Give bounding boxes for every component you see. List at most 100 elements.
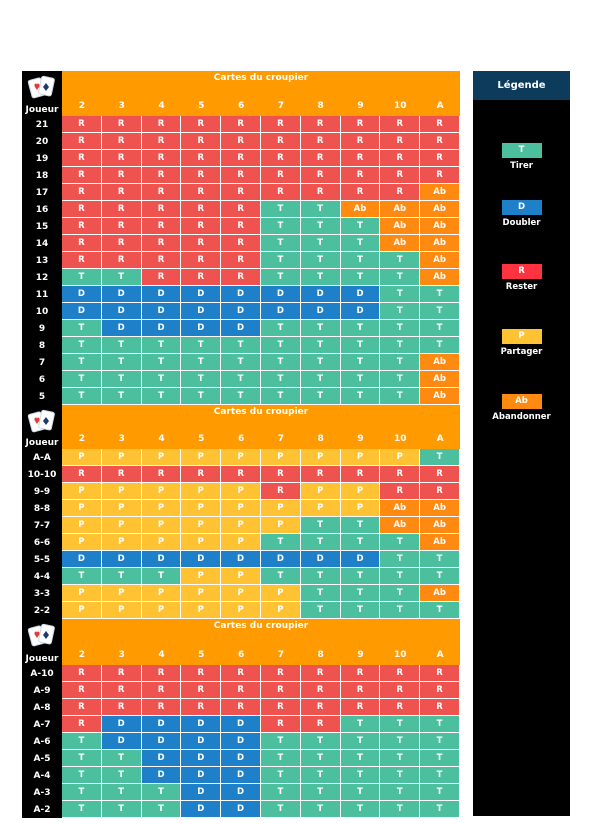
action-cell: T bbox=[260, 801, 301, 818]
action-cell: T bbox=[340, 354, 381, 371]
action-cell: P bbox=[141, 602, 182, 619]
action-cell: T bbox=[300, 534, 341, 551]
player-hand-label: A-8 bbox=[22, 699, 62, 716]
action-cell: Ab bbox=[420, 201, 460, 218]
action-cell: R bbox=[300, 167, 341, 184]
action-cell: R bbox=[260, 665, 301, 682]
action-cell: D bbox=[181, 716, 222, 733]
action-cell: T bbox=[340, 716, 381, 733]
player-label: Joueur bbox=[25, 654, 59, 664]
dealer-card-label: A bbox=[436, 434, 444, 444]
dealer-card-label: 9 bbox=[357, 650, 364, 660]
table-row: A-7 R D D D D R R T T T bbox=[22, 716, 460, 733]
action-cell: T bbox=[420, 568, 460, 585]
table-row: 10-10 R R R R R R R R R R bbox=[22, 466, 460, 483]
action-cell: T bbox=[300, 252, 341, 269]
action-cell: R bbox=[181, 665, 222, 682]
action-cell: Ab bbox=[340, 201, 381, 218]
action-cell: D bbox=[221, 303, 261, 320]
dealer-card-label: 5 bbox=[198, 101, 205, 111]
action-cell: T bbox=[300, 568, 341, 585]
section-soft: Joueur Cartes du croupier 2 3 4 5 6 7 8 9 10 A A-10 R… bbox=[22, 619, 460, 818]
player-hand-label: A-7 bbox=[22, 716, 62, 733]
action-cell: R bbox=[181, 133, 222, 150]
action-cell: T bbox=[340, 517, 381, 534]
player-hand-label: 13 bbox=[22, 252, 62, 269]
action-cell: T bbox=[300, 733, 341, 750]
action-cell: T bbox=[101, 784, 142, 801]
dealer-card-label: 10 bbox=[394, 434, 407, 444]
player-hand-label: 9 bbox=[22, 320, 62, 337]
action-cell: R bbox=[260, 116, 301, 133]
action-cell: R bbox=[181, 682, 222, 699]
action-cell: R bbox=[300, 716, 341, 733]
action-cell: D bbox=[101, 303, 142, 320]
dealer-card-label: 7 bbox=[277, 101, 285, 111]
action-cell: P bbox=[181, 585, 222, 602]
action-cell: R bbox=[141, 167, 182, 184]
action-cell: T bbox=[380, 585, 421, 602]
action-cell: D bbox=[141, 303, 182, 320]
action-cell: R bbox=[340, 167, 381, 184]
action-cell: P bbox=[62, 517, 102, 534]
legend-label-doubler: Doubler bbox=[502, 218, 541, 228]
dealer-card-label: A bbox=[436, 650, 444, 660]
action-cell: D bbox=[62, 286, 102, 303]
action-cell: P bbox=[101, 500, 142, 517]
action-cell: Ab bbox=[420, 388, 460, 405]
action-cell: R bbox=[340, 466, 381, 483]
action-cell: R bbox=[101, 682, 142, 699]
action-cell: T bbox=[340, 252, 381, 269]
action-cell: D bbox=[141, 750, 182, 767]
action-cell: R bbox=[141, 218, 182, 235]
action-cell: D bbox=[101, 551, 142, 568]
player-hand-label: A-6 bbox=[22, 733, 62, 750]
action-cell: Ab bbox=[420, 235, 460, 252]
action-cell: R bbox=[260, 150, 301, 167]
action-cell: T bbox=[260, 269, 301, 286]
action-cell: D bbox=[181, 303, 222, 320]
action-cell: T bbox=[420, 602, 460, 619]
player-hand-label: A-9 bbox=[22, 682, 62, 699]
action-cell: T bbox=[101, 568, 142, 585]
dealer-card-label: 4 bbox=[158, 434, 165, 444]
corner-cell: Joueur bbox=[22, 619, 62, 665]
dealer-card-label: 8 bbox=[317, 434, 324, 444]
action-cell: T bbox=[62, 767, 102, 784]
action-cell: R bbox=[221, 252, 261, 269]
action-cell: R bbox=[141, 133, 182, 150]
action-cell: T bbox=[181, 388, 222, 405]
action-cell: T bbox=[62, 388, 102, 405]
action-cell: T bbox=[380, 801, 421, 818]
action-cell: T bbox=[340, 218, 381, 235]
action-cell: T bbox=[62, 568, 102, 585]
playing-cards-icon bbox=[27, 623, 55, 647]
action-cell: R bbox=[181, 466, 222, 483]
action-cell: R bbox=[141, 466, 182, 483]
player-hand-label: 8-8 bbox=[22, 500, 62, 517]
action-cell: T bbox=[260, 784, 301, 801]
action-cell: T bbox=[380, 337, 421, 354]
action-cell: T bbox=[380, 602, 421, 619]
action-cell: D bbox=[221, 320, 261, 337]
action-cell: T bbox=[420, 733, 460, 750]
action-cell: P bbox=[181, 534, 222, 551]
action-cell: R bbox=[260, 184, 301, 201]
action-cell: D bbox=[141, 551, 182, 568]
action-cell: R bbox=[141, 201, 182, 218]
dealer-card-label: 9 bbox=[357, 434, 364, 444]
action-cell: P bbox=[300, 483, 341, 500]
player-hand-label: 5-5 bbox=[22, 551, 62, 568]
action-cell: R bbox=[141, 116, 182, 133]
action-cell: R bbox=[221, 167, 261, 184]
action-cell: T bbox=[380, 733, 421, 750]
action-cell: Ab bbox=[380, 500, 421, 517]
legend-item-tirer: T Tirer bbox=[473, 143, 570, 171]
action-cell: D bbox=[101, 320, 142, 337]
action-cell: P bbox=[141, 534, 182, 551]
dealer-title: Cartes du croupier bbox=[213, 73, 309, 83]
action-cell: P bbox=[221, 585, 261, 602]
action-cell: R bbox=[420, 699, 460, 716]
action-cell: T bbox=[300, 371, 341, 388]
action-cell: R bbox=[181, 218, 222, 235]
